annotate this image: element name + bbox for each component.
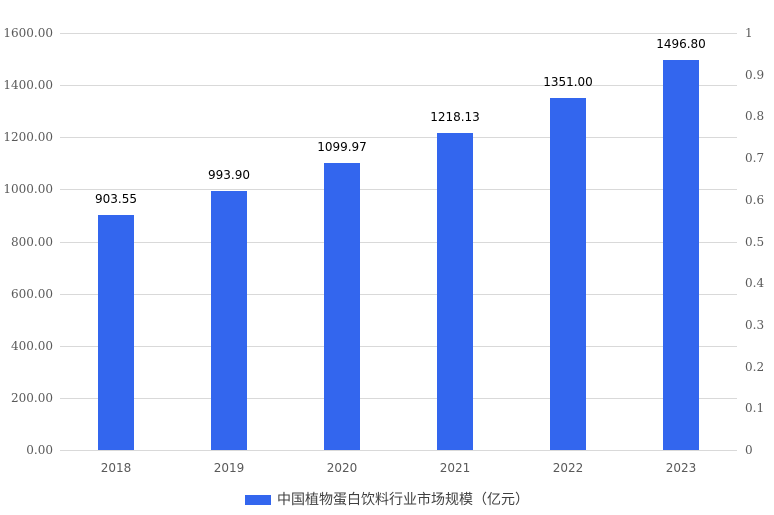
gridline bbox=[60, 450, 737, 451]
x-axis-tick: 2020 bbox=[326, 461, 358, 475]
bar-2021 bbox=[437, 133, 473, 450]
x-axis-tick: 2018 bbox=[100, 461, 132, 475]
bar-value-label: 1099.97 bbox=[317, 140, 367, 154]
gridline bbox=[60, 294, 737, 295]
gridline bbox=[60, 242, 737, 243]
bar-2022 bbox=[550, 98, 586, 450]
bar-value-label: 1351.00 bbox=[543, 75, 593, 89]
gridline bbox=[60, 189, 737, 190]
bar-value-label: 993.90 bbox=[208, 168, 250, 182]
x-axis-tick: 2022 bbox=[552, 461, 584, 475]
bar-2019 bbox=[211, 191, 247, 450]
x-axis-tick: 2021 bbox=[439, 461, 471, 475]
y-axis-left-tick: 1000.00 bbox=[3, 182, 53, 196]
y-axis-left-tick: 1600.00 bbox=[3, 26, 53, 40]
y-axis-left-tick: 600.00 bbox=[11, 287, 53, 301]
y-axis-left-tick: 0.00 bbox=[26, 443, 53, 457]
x-axis-tick: 2019 bbox=[213, 461, 245, 475]
y-axis-right-tick: 0.3 bbox=[745, 318, 765, 332]
x-axis-tick: 2023 bbox=[665, 461, 697, 475]
gridline bbox=[60, 85, 737, 86]
bar-2020 bbox=[324, 163, 360, 450]
legend-label: 中国植物蛋白饮料行业市场规模（亿元） bbox=[277, 492, 529, 508]
gridline bbox=[60, 33, 737, 34]
y-axis-left-tick: 800.00 bbox=[11, 235, 53, 249]
bar-2018 bbox=[98, 215, 134, 450]
y-axis-right-tick: 0.5 bbox=[745, 235, 765, 249]
gridline bbox=[60, 137, 737, 138]
bar-value-label: 903.55 bbox=[95, 192, 137, 206]
y-axis-right-tick: 0.7 bbox=[745, 151, 765, 165]
y-axis-right-tick: 0.8 bbox=[745, 109, 765, 123]
y-axis-left-tick: 1200.00 bbox=[3, 130, 53, 144]
y-axis-right-tick: 0.1 bbox=[745, 401, 765, 415]
y-axis-left-tick: 400.00 bbox=[11, 339, 53, 353]
y-axis-right-tick: 1 bbox=[745, 26, 753, 40]
y-axis-right-tick: 0.4 bbox=[745, 276, 765, 290]
chart-legend: 中国植物蛋白饮料行业市场规模（亿元） bbox=[0, 491, 774, 509]
gridline bbox=[60, 346, 737, 347]
y-axis-right-tick: 0.6 bbox=[745, 193, 765, 207]
legend-swatch bbox=[245, 495, 271, 505]
bar-2023 bbox=[663, 60, 699, 450]
y-axis-left-tick: 200.00 bbox=[11, 391, 53, 405]
y-axis-right-tick: 0 bbox=[745, 443, 753, 457]
y-axis-right-tick: 0.9 bbox=[745, 68, 765, 82]
bar-value-label: 1218.13 bbox=[430, 110, 480, 124]
bar-value-label: 1496.80 bbox=[656, 37, 706, 51]
y-axis-left-tick: 1400.00 bbox=[3, 78, 53, 92]
y-axis-right-tick: 0.2 bbox=[745, 360, 765, 374]
gridline bbox=[60, 398, 737, 399]
